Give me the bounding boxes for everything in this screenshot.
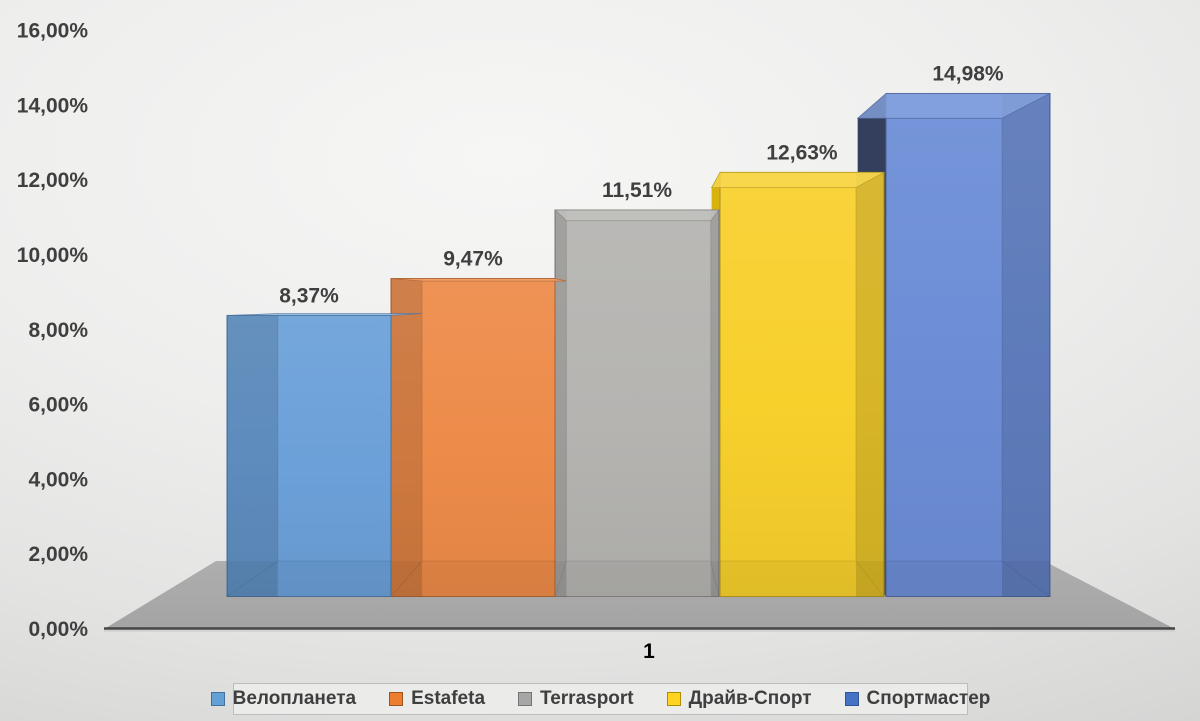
bar-top-face: [711, 172, 885, 189]
y-axis-tick-label: 4,00%: [28, 468, 88, 491]
y-axis-tick-label: 8,00%: [28, 319, 88, 342]
legend-swatch: [210, 692, 225, 706]
bar-front-face: [554, 209, 720, 597]
legend-item-Драйв-Спорт[interactable]: Драйв-Спорт: [666, 688, 812, 710]
data-label: 14,98%: [932, 62, 1004, 85]
bar-front-face: [390, 277, 556, 597]
bar-Велопланета[interactable]: [226, 313, 423, 597]
legend-item-Спортмастер[interactable]: Спортмастер: [844, 688, 991, 710]
y-axis-tick-label: 6,00%: [28, 394, 88, 417]
data-label: 11,51%: [602, 179, 672, 202]
bar-Спортмастер[interactable]: [856, 92, 1051, 598]
bar-front-face: [885, 92, 1051, 598]
y-axis-tick-label: 2,00%: [28, 543, 88, 566]
legend-label: Спортмастер: [866, 688, 991, 709]
chart-legend: Велопланета Estafeta Terrasport Драйв-Спорт…: [210, 683, 990, 715]
y-axis-tick-label: 14,00%: [17, 94, 89, 117]
legend-swatch: [666, 692, 681, 706]
bar-Драйв-Спорт[interactable]: [711, 171, 885, 597]
legend-item-Estafeta[interactable]: Estafeta: [389, 688, 485, 710]
legend-label: Велопланета: [232, 688, 357, 709]
legend-swatch: [389, 692, 404, 706]
data-label: 9,47%: [443, 247, 503, 270]
legend-label: Terrasport: [540, 688, 634, 709]
bar-Terrasport[interactable]: [554, 209, 720, 597]
y-axis-tick-label: 10,00%: [17, 244, 89, 267]
bar-top-face: [856, 93, 1051, 119]
legend-item-Велопланета[interactable]: Велопланета: [210, 688, 357, 710]
data-label: 12,63%: [766, 141, 838, 164]
data-label: 8,37%: [279, 284, 339, 307]
legend-swatch: [518, 692, 533, 706]
bar-Estafeta[interactable]: [390, 277, 567, 597]
legend-label: Драйв-Спорт: [688, 688, 812, 709]
legend-item-Terrasport[interactable]: Terrasport: [518, 688, 634, 710]
legend-swatch: [844, 692, 859, 706]
bar-front-face: [226, 314, 392, 597]
bar-top-face: [226, 313, 423, 316]
x-axis-category-label: 1: [643, 640, 655, 663]
bar-top-face: [390, 278, 567, 282]
bar-top-face: [554, 209, 720, 222]
y-axis-tick-label: 0,00%: [28, 618, 88, 641]
y-axis-tick-label: 12,00%: [17, 169, 89, 192]
y-axis-tick-label: 16,00%: [17, 20, 89, 43]
legend-label: Estafeta: [411, 688, 486, 709]
